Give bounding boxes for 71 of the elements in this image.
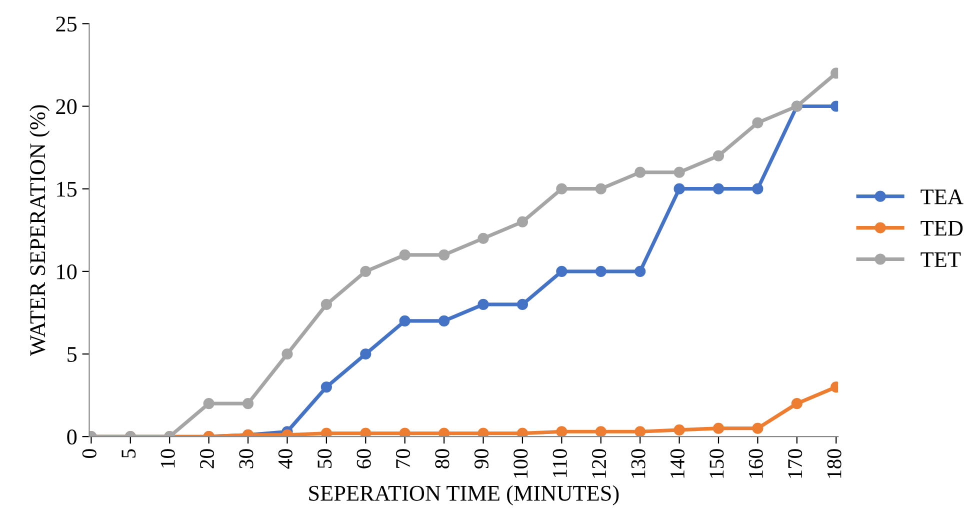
x-tick-label: 180 [827,449,842,478]
point [478,232,489,244]
point [595,266,606,277]
point [634,166,646,178]
x-tick-label: 140 [670,449,685,478]
x-tick-label: 100 [514,449,528,478]
y-tick-label: 10 [57,264,77,280]
point [634,426,646,437]
point [674,166,685,178]
point [516,428,528,437]
x-tick-label: 130 [631,449,646,478]
point [595,183,606,194]
x-tick-label: 170 [788,449,802,478]
legend-label: TED [920,220,963,236]
point [399,428,410,437]
point [438,249,450,260]
y-tick-label: 25 [56,16,77,32]
point [712,422,724,434]
point [595,426,606,437]
y-tick-label: 20 [56,99,77,114]
point [282,348,293,360]
point [634,266,646,277]
x-tick-label: 120 [592,449,606,478]
x-axis-title: SEPERATION TIME (MINUTES) [309,485,619,506]
point [712,150,724,162]
x-tick-label: 10 [160,449,175,468]
point [360,266,372,277]
y-tick-label: 15 [57,182,77,197]
legend-label: TEA [920,189,964,204]
point [516,298,528,310]
x-tick-label: 5 [122,449,136,458]
x-tick-label: 30 [239,449,254,468]
x-tick-label: 40 [278,449,292,469]
point [399,315,410,327]
point [360,348,372,360]
point [399,249,410,260]
y-tick-label: 5 [68,347,77,362]
point [556,426,568,437]
y-axis-title: WATER SEPERATION (%) [30,105,50,356]
point [516,216,528,228]
x-tick-label: 50 [318,449,332,468]
point [712,183,724,194]
point [360,428,372,437]
point [556,266,568,277]
point [478,298,489,310]
point [674,183,685,194]
x-tick-label: 60 [356,449,371,468]
x-tick-label: 0 [82,449,96,458]
x-tick-label: 90 [474,449,488,469]
point [791,398,802,410]
point [752,183,764,194]
point [320,298,332,310]
x-tick-label: 150 [710,449,724,478]
point [320,381,332,393]
x-tick-label: 110 [552,449,567,478]
x-tick-label: 70 [396,449,410,468]
legend-label: TET [920,252,961,267]
point [320,428,332,437]
point [752,422,764,434]
y-tick-label: 0 [67,430,77,445]
x-tick-label: 80 [435,449,450,468]
x-tick-label: 20 [200,449,214,468]
x-tick-label: 160 [748,449,763,478]
point [752,117,764,128]
point [556,183,568,194]
point [242,398,254,410]
point [203,398,214,410]
point [438,428,450,437]
point [478,428,489,437]
point [438,315,450,327]
point [674,424,685,436]
